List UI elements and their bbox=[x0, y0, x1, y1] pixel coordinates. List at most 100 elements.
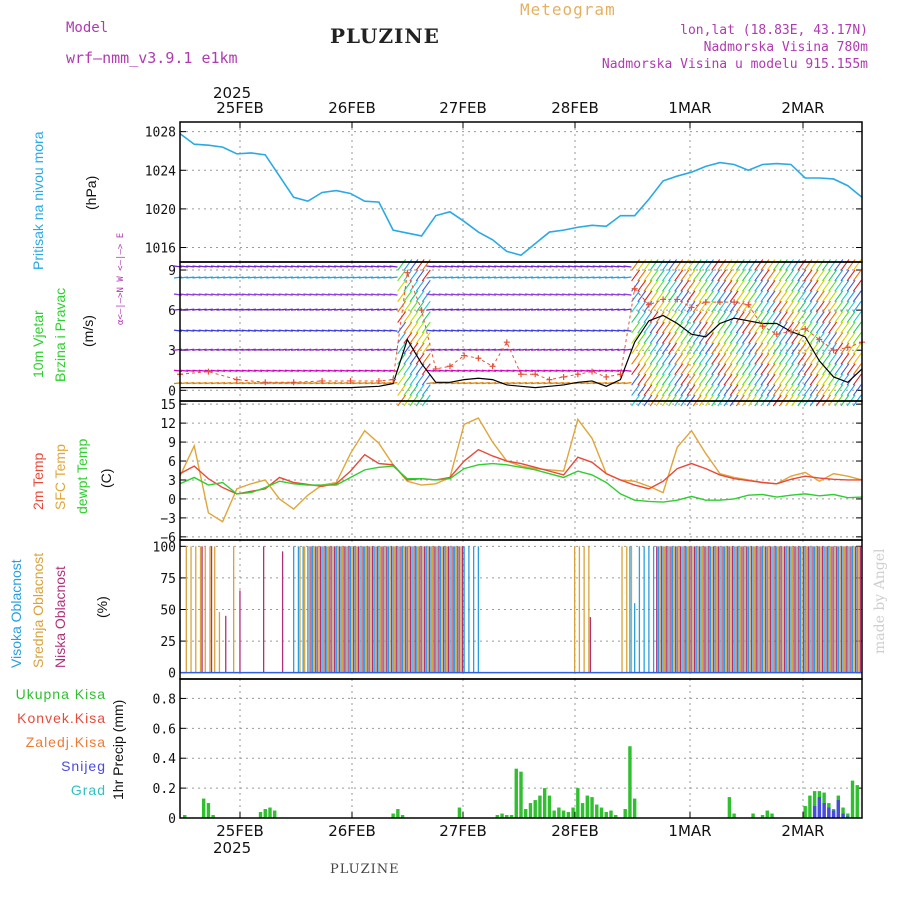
y-tick-label: 0 bbox=[168, 493, 176, 508]
wind-arrow bbox=[631, 280, 641, 292]
wind-arrow bbox=[815, 342, 825, 355]
wind-arrow bbox=[253, 308, 263, 311]
wind-arrow bbox=[797, 311, 807, 323]
wind-arrow bbox=[309, 308, 318, 311]
wind-arrow bbox=[674, 384, 684, 396]
wind-arrow bbox=[822, 352, 831, 365]
wind-arrow bbox=[415, 269, 425, 282]
wind-arrow bbox=[352, 381, 361, 385]
wind-arrow bbox=[834, 363, 844, 376]
wind-arrow bbox=[705, 363, 714, 376]
wind-arrow bbox=[383, 369, 392, 372]
precip-total-bar bbox=[751, 813, 755, 818]
wind-arrow bbox=[463, 293, 472, 296]
wind-arrow bbox=[711, 311, 721, 323]
wind-arrow bbox=[543, 369, 552, 372]
wind-arrow bbox=[735, 352, 745, 365]
wind-arrow bbox=[637, 321, 647, 334]
wind-arrow bbox=[643, 342, 653, 355]
wind-arrow bbox=[655, 332, 665, 344]
wind-arrow bbox=[598, 348, 607, 351]
wind-arrow bbox=[500, 329, 509, 332]
wind-arrow bbox=[834, 280, 844, 292]
wind-arrow bbox=[415, 300, 425, 313]
wind-arrow bbox=[717, 311, 727, 323]
wind-arrow bbox=[415, 352, 425, 365]
wind-arrow bbox=[531, 329, 540, 332]
wind-arrow bbox=[803, 290, 813, 303]
wind-arrow bbox=[766, 332, 776, 344]
wind-arrow bbox=[397, 300, 407, 313]
wind-arrow bbox=[204, 348, 213, 351]
wind-arrow bbox=[705, 311, 714, 323]
wind-arrow bbox=[421, 321, 431, 334]
wind-arrow bbox=[469, 265, 478, 268]
precip-total-bar bbox=[519, 771, 523, 818]
wind-arrow bbox=[198, 381, 207, 385]
wind-arrow bbox=[686, 290, 696, 303]
wind-arrow bbox=[321, 381, 330, 385]
wind-arrow bbox=[741, 363, 751, 376]
y-tick-label: 12 bbox=[160, 417, 176, 432]
wind-arrow bbox=[555, 329, 564, 332]
wind-arrow bbox=[549, 265, 558, 268]
wind-arrow bbox=[772, 300, 782, 313]
precip-total-bar bbox=[623, 809, 627, 818]
wind-arrow bbox=[680, 342, 690, 355]
wind-arrow bbox=[668, 363, 678, 376]
precip-total-bar bbox=[206, 803, 211, 818]
wind-arrow bbox=[481, 308, 490, 311]
wind-arrow bbox=[711, 300, 721, 313]
wind-gust-marker bbox=[546, 376, 553, 383]
wind-arrow bbox=[383, 308, 392, 311]
wind-arrow bbox=[500, 276, 509, 279]
wind-arrow bbox=[235, 293, 244, 296]
wind-arrow bbox=[284, 369, 293, 372]
wind-arrow bbox=[518, 329, 527, 332]
wind-arrow bbox=[748, 384, 758, 396]
wind-arrow bbox=[333, 293, 343, 296]
wind-arrow bbox=[717, 332, 727, 344]
wind-arrow bbox=[815, 384, 825, 396]
wind-arrow bbox=[586, 308, 595, 311]
wind-arrow bbox=[415, 321, 425, 334]
wind-arrow bbox=[524, 348, 534, 351]
wind-arrow bbox=[840, 290, 850, 303]
wind-arrow bbox=[192, 308, 201, 311]
wind-arrow bbox=[592, 308, 601, 311]
wind-arrow bbox=[791, 311, 801, 323]
wind-arrow bbox=[649, 352, 659, 365]
wind-arrow bbox=[623, 329, 632, 332]
wind-arrow bbox=[426, 265, 435, 268]
wind-arrow bbox=[748, 352, 758, 365]
wind-arrow bbox=[809, 311, 819, 323]
wind-arrow bbox=[409, 300, 419, 313]
wind-arrow bbox=[284, 293, 293, 296]
wind-arrow bbox=[723, 311, 733, 323]
wind-arrow bbox=[475, 369, 484, 372]
wind-arrow bbox=[531, 265, 540, 268]
wind-arrow bbox=[290, 329, 300, 332]
wind-arrow bbox=[692, 321, 702, 334]
wind-arrow bbox=[741, 311, 751, 323]
wind-arrow bbox=[210, 381, 220, 385]
wind-arrow bbox=[333, 265, 343, 268]
wind-arrow bbox=[741, 384, 751, 396]
wind-arrow bbox=[421, 290, 431, 303]
wind-arrow bbox=[303, 369, 312, 372]
wind-arrow bbox=[778, 384, 788, 396]
wind-arrow bbox=[822, 290, 831, 303]
wind-arrow bbox=[555, 293, 564, 296]
wind-arrow bbox=[574, 348, 583, 351]
wind-arrow bbox=[797, 300, 807, 313]
precip-total-bar bbox=[211, 815, 215, 818]
wind-arrow bbox=[735, 384, 745, 396]
wind-arrow bbox=[840, 332, 850, 344]
wind-arrow bbox=[631, 384, 641, 396]
wind-arrow bbox=[797, 332, 807, 344]
wind-arrow bbox=[352, 293, 361, 296]
wind-arrow bbox=[403, 384, 413, 396]
wind-arrow bbox=[549, 308, 558, 311]
wind-arrow bbox=[333, 308, 343, 311]
wind-arrow bbox=[766, 311, 776, 323]
